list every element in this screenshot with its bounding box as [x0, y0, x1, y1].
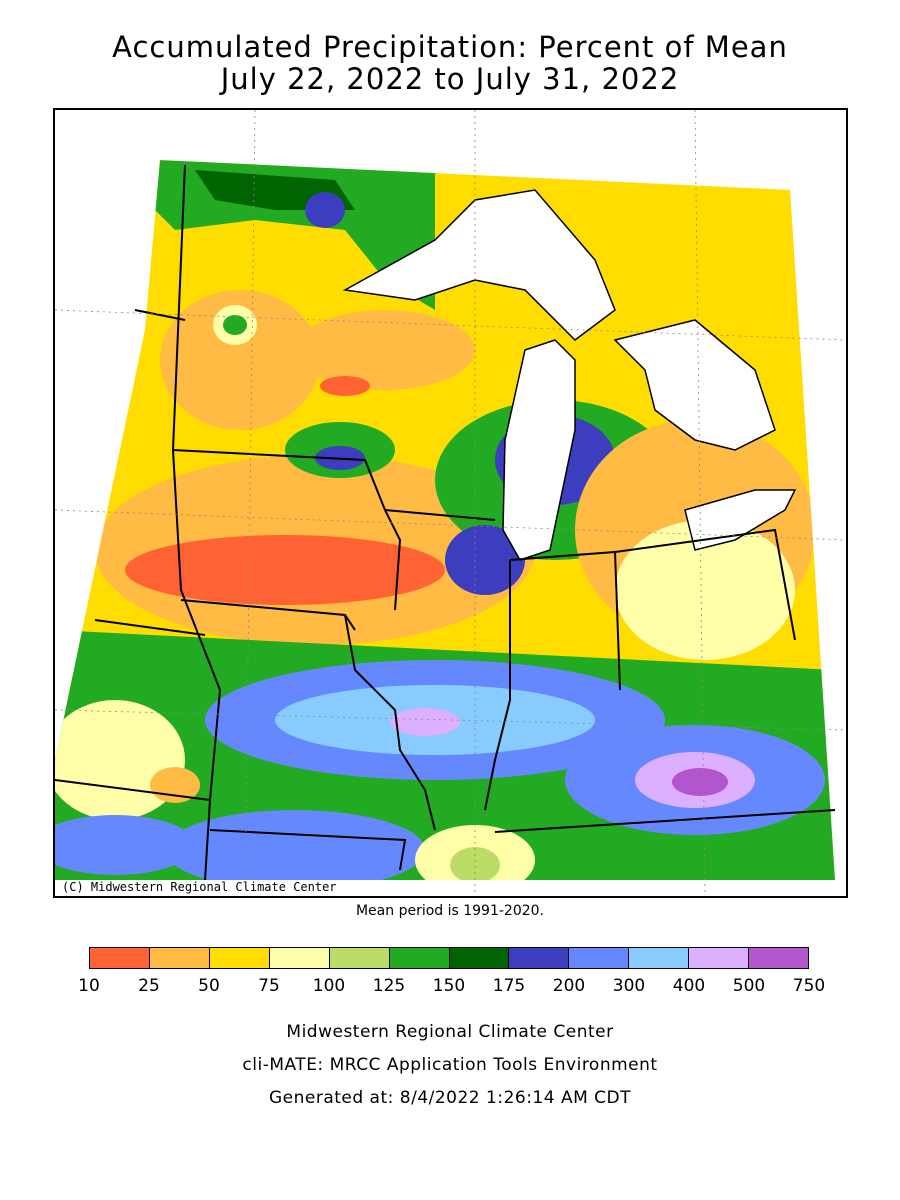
legend-labels: 10 25 50 75 100 125 150 175 200 300 400 500 750: [78, 976, 825, 998]
legend-label-400: 400: [672, 976, 706, 996]
legend-label-175: 175: [492, 976, 526, 996]
legend-label-200: 200: [552, 976, 586, 996]
legend-label-50: 50: [198, 976, 220, 996]
credit-organization: Midwestern Regional Climate Center: [286, 1022, 614, 1042]
legend-swatch-2: [209, 948, 270, 968]
legend-label-100: 100: [312, 976, 346, 996]
precipitation-map: (C) Midwestern Regional Climate Center: [53, 108, 848, 898]
map-canvas: [55, 110, 846, 896]
legend-label-300: 300: [612, 976, 646, 996]
legend-label-25: 25: [138, 976, 160, 996]
map-title-line1: Accumulated Precipitation: Percent of Me…: [112, 30, 788, 64]
legend-swatch-6: [449, 948, 510, 968]
legend-label-150: 150: [432, 976, 466, 996]
legend-swatch-9: [629, 948, 690, 968]
legend-label-750: 750: [792, 976, 826, 996]
legend-swatch-10: [689, 948, 750, 968]
legend-label-125: 125: [372, 976, 406, 996]
legend-swatch-3: [269, 948, 330, 968]
map-title-line2: July 22, 2022 to July 31, 2022: [220, 62, 680, 96]
legend-label-75: 75: [258, 976, 280, 996]
legend-swatch-5: [389, 948, 450, 968]
legend-swatch-8: [569, 948, 630, 968]
credit-generated-time: Generated at: 8/4/2022 1:26:14 AM CDT: [268, 1088, 632, 1108]
credit-application: cli-MATE: MRCC Application Tools Environ…: [242, 1055, 658, 1075]
mean-period-note: Mean period is 1991-2020.: [355, 903, 545, 919]
legend-label-500: 500: [732, 976, 766, 996]
legend-swatch-11: [749, 948, 809, 968]
legend-swatch-4: [329, 948, 390, 968]
legend-color-bar: [89, 947, 809, 969]
legend-swatch-7: [509, 948, 570, 968]
map-copyright: (C) Midwestern Regional Climate Center: [59, 880, 340, 894]
legend-swatch-0: [90, 948, 150, 968]
legend-label-10: 10: [78, 976, 100, 996]
legend-swatch-1: [149, 948, 210, 968]
